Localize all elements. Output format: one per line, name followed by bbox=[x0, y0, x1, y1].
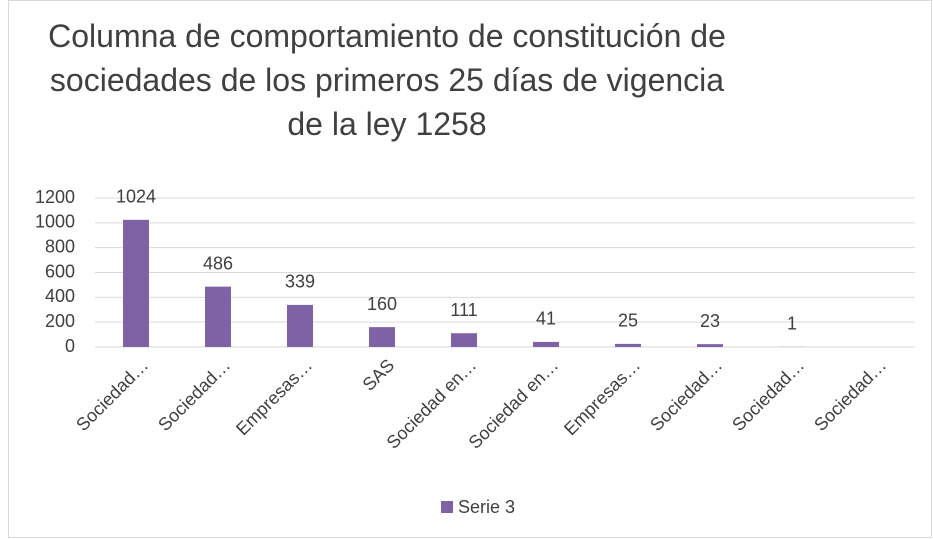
chart-title: Columna de comportamiento de constitució… bbox=[48, 18, 726, 142]
bar bbox=[533, 341, 559, 347]
x-tick-label: Empresas… bbox=[232, 355, 316, 439]
data-label: 339 bbox=[285, 272, 315, 292]
bar bbox=[451, 333, 477, 347]
x-tick-label: Sociedad… bbox=[154, 355, 234, 435]
x-tick-label: Sociedad… bbox=[72, 355, 152, 435]
bar bbox=[287, 304, 313, 347]
y-tick-label: 800 bbox=[45, 236, 75, 256]
legend-label: Serie 3 bbox=[458, 497, 515, 517]
bar bbox=[615, 343, 641, 347]
x-tick-label: Sociedad… bbox=[810, 355, 890, 435]
legend-swatch bbox=[441, 501, 453, 513]
data-label: 486 bbox=[203, 253, 233, 273]
y-tick-label: 400 bbox=[45, 286, 75, 306]
y-tick-label: 200 bbox=[45, 311, 75, 331]
bar bbox=[369, 327, 395, 347]
data-label: 160 bbox=[367, 294, 397, 314]
data-label: 1 bbox=[787, 314, 797, 334]
x-tick-label: SAS bbox=[359, 355, 399, 395]
data-label: 25 bbox=[618, 311, 638, 331]
x-tick-label: Sociedad… bbox=[646, 355, 726, 435]
bar bbox=[205, 286, 231, 347]
bar bbox=[697, 344, 723, 347]
x-tick-label: Empresas… bbox=[560, 355, 644, 439]
chart-border bbox=[8, 0, 932, 538]
y-tick-label: 1200 bbox=[35, 187, 75, 207]
data-label: 111 bbox=[450, 300, 477, 320]
y-tick-label: 600 bbox=[45, 261, 75, 281]
y-tick-label: 0 bbox=[65, 336, 75, 356]
x-tick-label: Sociedad… bbox=[728, 355, 808, 435]
data-label: 41 bbox=[536, 309, 556, 329]
data-label: 1024 bbox=[116, 187, 156, 207]
data-label: 23 bbox=[700, 311, 720, 331]
bar bbox=[123, 219, 149, 347]
y-tick-label: 1000 bbox=[35, 212, 75, 232]
